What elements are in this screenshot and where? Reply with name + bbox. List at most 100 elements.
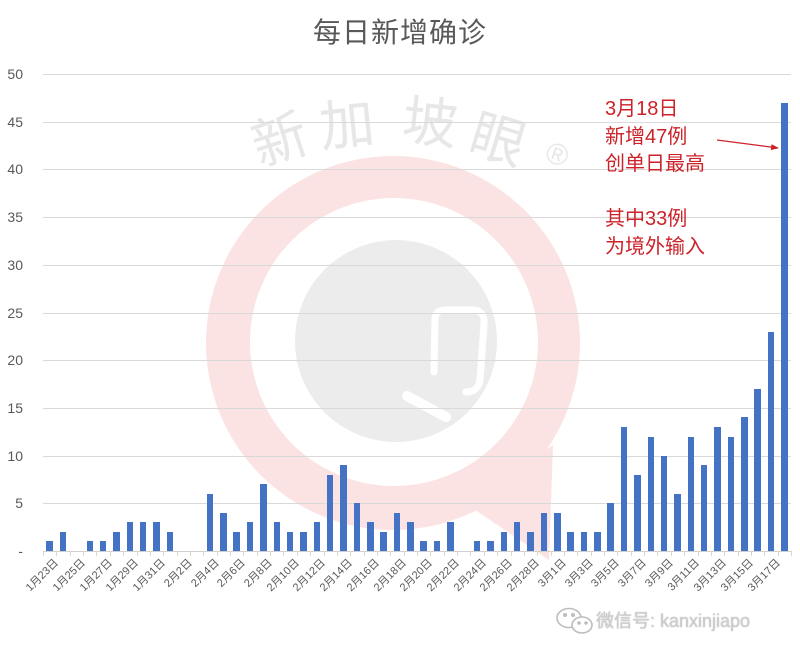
x-tick-mark xyxy=(363,551,365,556)
bar xyxy=(700,465,708,551)
x-tick-mark xyxy=(777,551,779,556)
gridline xyxy=(43,74,791,75)
x-tick-mark xyxy=(764,551,766,556)
bar xyxy=(273,522,280,551)
bar xyxy=(113,531,120,551)
wechat-icon xyxy=(556,607,593,634)
x-tick-mark xyxy=(403,551,405,556)
bar xyxy=(286,531,294,551)
gridline xyxy=(43,122,791,123)
bar xyxy=(326,474,334,551)
x-tick-mark xyxy=(310,551,312,556)
bar xyxy=(473,541,481,551)
x-tick-mark xyxy=(483,551,485,556)
bar xyxy=(674,493,681,551)
bar xyxy=(714,426,721,551)
x-tick-mark xyxy=(216,551,218,556)
y-tick-label: 20 xyxy=(7,352,23,369)
bar xyxy=(447,522,454,551)
x-tick-mark xyxy=(417,551,418,556)
x-tick-mark xyxy=(96,551,98,556)
x-tick-label: 2月6日 xyxy=(215,557,249,590)
bar xyxy=(620,426,628,551)
bar xyxy=(340,465,347,551)
y-tick-label: 25 xyxy=(7,304,23,321)
bar xyxy=(233,531,240,551)
bar xyxy=(567,531,574,551)
bar xyxy=(300,531,307,551)
annotation-line xyxy=(605,179,705,207)
bar xyxy=(220,512,227,551)
bar xyxy=(687,436,695,551)
x-tick-mark xyxy=(56,551,58,556)
annotation-text: 3月18日 新增47例 创单日最高 其中33例 为境外输入 xyxy=(605,96,705,261)
x-tick-label: 2月4日 xyxy=(188,557,222,590)
x-tick-mark xyxy=(350,551,352,556)
bar xyxy=(647,436,654,551)
y-tick-label: 10 xyxy=(7,447,23,464)
x-tick-mark xyxy=(296,551,298,556)
y-tick-label: 40 xyxy=(7,161,23,178)
bar xyxy=(59,531,67,551)
x-tick-mark xyxy=(243,551,245,556)
logo-watermark-icon xyxy=(206,156,580,560)
bar xyxy=(139,522,147,551)
gridline xyxy=(43,360,791,361)
x-tick-mark xyxy=(123,551,125,556)
x-tick-mark xyxy=(336,551,338,556)
bar xyxy=(433,541,441,551)
bar xyxy=(126,522,134,551)
x-tick-mark xyxy=(176,551,178,556)
x-tick-mark xyxy=(189,551,191,556)
x-tick-mark xyxy=(577,551,579,556)
annotation-line: 新增47例 xyxy=(605,125,688,148)
x-tick-mark xyxy=(83,551,85,556)
gridline xyxy=(43,217,791,218)
x-tick-mark xyxy=(791,551,792,556)
annotation-line: 为境外输入 xyxy=(605,235,705,258)
bar xyxy=(153,522,160,551)
gridline xyxy=(43,456,791,457)
x-tick-mark xyxy=(710,551,712,556)
gridline xyxy=(43,265,791,266)
x-tick-mark xyxy=(163,551,165,556)
bar xyxy=(420,541,427,551)
x-tick-mark xyxy=(270,551,272,556)
x-tick-mark xyxy=(497,551,499,556)
x-tick-mark xyxy=(537,551,539,556)
x-tick-mark xyxy=(737,551,739,556)
x-tick-mark xyxy=(617,551,619,556)
x-tick-mark xyxy=(283,551,285,556)
annotation-line: 3月18日 xyxy=(605,98,679,120)
bar xyxy=(660,455,668,551)
x-tick-mark xyxy=(390,551,392,556)
chart-title: 每日新增确诊 xyxy=(312,17,487,48)
x-tick-mark xyxy=(697,551,699,556)
annotation-line: 其中33例 xyxy=(605,208,688,230)
x-tick-mark xyxy=(109,551,111,556)
x-tick-label: 3月7日 xyxy=(616,557,649,590)
x-tick-label: 3月3日 xyxy=(562,557,596,590)
gridline xyxy=(43,503,791,504)
x-tick-mark xyxy=(523,551,525,556)
bar xyxy=(206,493,214,551)
bar xyxy=(246,522,254,551)
y-tick-label: 45 xyxy=(7,113,23,130)
bar xyxy=(527,531,534,551)
x-tick-mark xyxy=(724,551,726,556)
bar xyxy=(99,541,107,551)
x-tick-mark xyxy=(69,551,71,556)
bar xyxy=(741,417,748,551)
x-tick-mark xyxy=(136,551,138,556)
x-tick-mark xyxy=(684,551,686,556)
x-tick-mark xyxy=(149,551,151,556)
bar xyxy=(166,531,174,551)
bar xyxy=(767,331,775,551)
bar xyxy=(393,512,401,551)
x-tick-mark xyxy=(644,551,646,556)
y-tick-label: 5 xyxy=(15,495,23,512)
x-tick-mark xyxy=(750,551,752,556)
bar xyxy=(554,512,561,551)
